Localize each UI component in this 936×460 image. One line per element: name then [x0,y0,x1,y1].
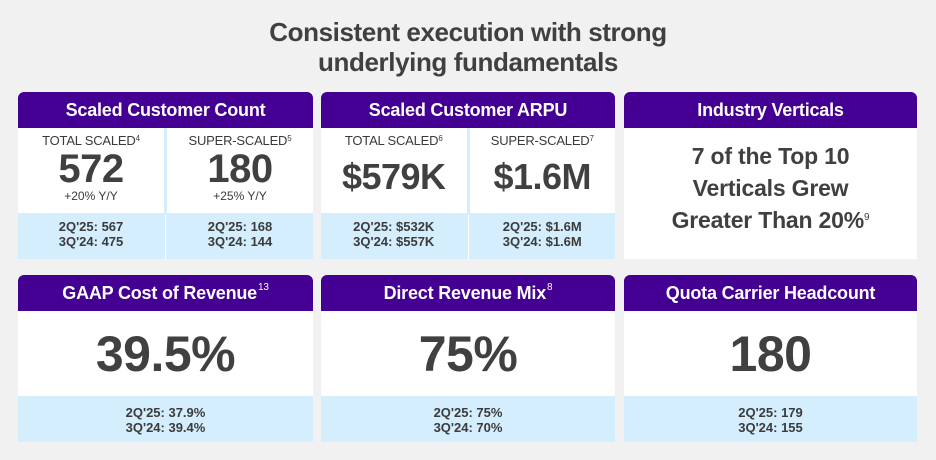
metric-value: 75% [418,326,518,382]
footnote-marker: 9 [864,212,870,223]
metric-value: 572 [58,147,124,191]
card-header: GAAP Cost of Revenue13 [18,275,313,311]
card-title: GAAP Cost of Revenue [62,283,257,303]
total-scaled-section: TOTAL SCALED6 $579K 2Q'25: $532K 3Q'24: … [321,128,467,259]
prior-value: 2Q'25: 179 [738,405,803,420]
prior-period-band: 2Q'25: 168 3Q'24: 144 [167,213,313,259]
prior-value: 3Q'24: $1.6M [502,234,582,249]
page-title-line-1: Consistent execution with strong [269,17,667,47]
direct-revenue-mix-card: Direct Revenue Mix8 75% 2Q'25: 75% 3Q'24… [321,275,615,442]
card-header: Scaled Customer Count [18,92,313,128]
card-header: Scaled Customer ARPU [321,92,615,128]
metric-label: TOTAL SCALED4 [42,133,140,148]
prior-value: 2Q'25: 75% [433,405,503,420]
prior-period-band: 2Q'25: $532K 3Q'24: $557K [321,213,467,259]
metric-value: 180 [729,326,812,382]
scaled-customer-arpu-card: Scaled Customer ARPU TOTAL SCALED6 $579K… [321,92,615,259]
prior-value: 3Q'24: $557K [353,234,435,249]
total-scaled-section: TOTAL SCALED4 572 +20% Y/Y 2Q'25: 567 3Q… [18,128,164,259]
verticals-statement: 7 of the Top 10 Verticals Grew Greater T… [624,128,917,259]
footnote-marker: 5 [287,134,292,143]
footnote-marker: 4 [135,134,140,143]
prior-value: 3Q'24: 70% [433,420,503,435]
prior-value: 2Q'25: 37.9% [125,405,206,420]
quota-carrier-headcount-card: Quota Carrier Headcount 180 2Q'25: 179 3… [624,275,917,442]
prior-value: 3Q'24: 155 [738,420,803,435]
card-header: Quota Carrier Headcount [624,275,917,311]
page-title: Consistent execution with strong underly… [0,17,936,77]
metric-value: $1.6M [493,156,592,197]
card-header: Industry Verticals [624,92,917,128]
prior-value: 3Q'24: 475 [58,234,124,249]
metric-label: TOTAL SCALED6 [344,133,443,148]
metric-value: 39.5% [95,326,236,382]
metric-value: $579K [341,156,446,197]
prior-value: 2Q'25: $1.6M [502,219,582,234]
prior-value: 3Q'24: 144 [207,234,273,249]
statement-line: Greater Than 20%9 [671,207,870,233]
prior-period-band: 2Q'25: $1.6M 3Q'24: $1.6M [469,213,615,259]
page-title-line-2: underlying fundamentals [318,47,618,77]
card-title: Industry Verticals [697,100,844,120]
metric-label: SUPER-SCALED5 [188,133,292,148]
card-title: Scaled Customer ARPU [368,100,568,120]
prior-period-band: 2Q'25: 179 3Q'24: 155 [624,396,917,442]
section-divider [164,128,167,259]
statement-line: Verticals Grew [692,175,849,201]
scaled-customer-count-card: Scaled Customer Count TOTAL SCALED4 572 … [18,92,313,259]
super-scaled-section: SUPER-SCALED7 $1.6M 2Q'25: $1.6M 3Q'24: … [469,128,615,259]
metric-label: SUPER-SCALED7 [490,133,594,148]
prior-value: 2Q'25: $532K [353,219,435,234]
yoy-change: +25% Y/Y [213,189,267,203]
prior-period-band: 2Q'25: 567 3Q'24: 475 [18,213,164,259]
prior-period-band: 2Q'25: 75% 3Q'24: 70% [321,396,615,442]
footnote-marker: 8 [547,282,553,293]
industry-verticals-card: Industry Verticals 7 of the Top 10 Verti… [624,92,917,259]
prior-value: 3Q'24: 39.4% [125,420,206,435]
card-title: Quota Carrier Headcount [665,283,876,303]
gaap-cost-of-revenue-card: GAAP Cost of Revenue13 39.5% 2Q'25: 37.9… [18,275,313,442]
footnote-marker: 6 [438,134,443,143]
section-divider [466,128,470,259]
footnote-marker: 7 [589,134,594,143]
prior-period-band: 2Q'25: 37.9% 3Q'24: 39.4% [18,396,313,442]
footnote-marker: 13 [257,282,269,293]
prior-value: 2Q'25: 567 [58,219,124,234]
card-title: Direct Revenue Mix [383,283,547,303]
yoy-change: +20% Y/Y [64,189,118,203]
metric-value: 180 [207,147,273,191]
super-scaled-section: SUPER-SCALED5 180 +25% Y/Y 2Q'25: 168 3Q… [167,128,313,259]
statement-line: 7 of the Top 10 [691,143,850,169]
prior-value: 2Q'25: 168 [207,219,273,234]
card-title: Scaled Customer Count [65,100,266,120]
card-header: Direct Revenue Mix8 [321,275,615,311]
